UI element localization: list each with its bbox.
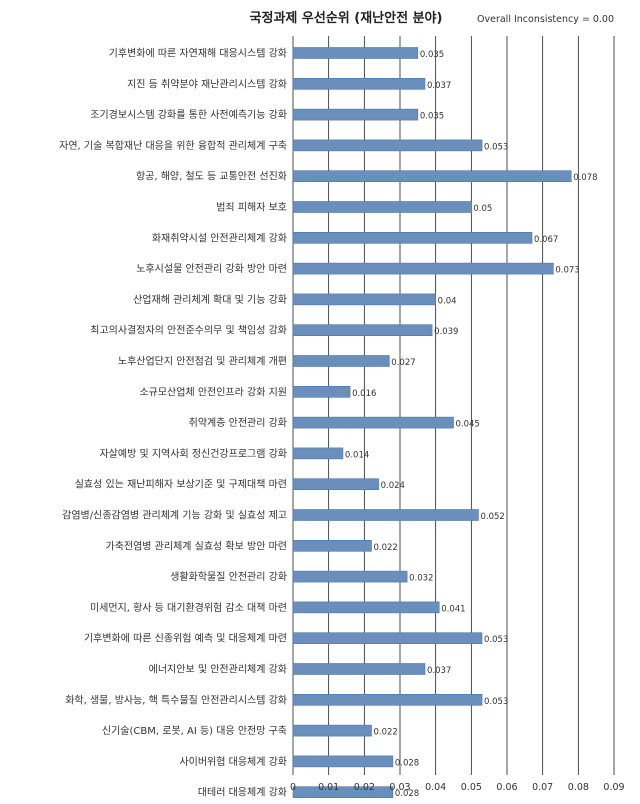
bar [292,416,454,429]
bar [292,478,379,491]
bar-value-label: 0.073 [555,266,579,276]
category-label: 가축전염병 관리체계 실효성 확보 방안 마련 [106,540,288,552]
category-label: 사이버위협 대응체계 강화 [179,755,287,768]
category-label: 기후변화에 따른 자연재해 대응시스템 강화 [109,47,287,60]
bar [292,170,572,182]
bar [292,786,394,799]
x-tick-label: 0.07 [532,782,553,793]
category-label: 생활화학물질 안전관리 강화 [170,570,287,583]
category-label: 대테러 대응체계 강화 [198,787,287,799]
category-label: 취약계층 안전관리 강화 [189,417,287,429]
category-label: 노후시설물 안전관리 강화 방안 마련 [136,263,287,275]
grid-lines [292,36,615,775]
category-label: 실효성 있는 재난피해자 보상기준 및 구제대책 마련 [75,478,287,491]
bar [292,78,426,90]
bar-value-label: 0.053 [484,697,508,707]
bar-value-label: 0.078 [573,173,597,183]
bar-value-label: 0.014 [345,450,369,460]
bar [292,601,440,614]
bar [292,232,533,244]
bar-value-label: 0.041 [441,604,465,614]
category-label: 산업재해 관리체계 확대 및 기능 강화 [133,293,287,306]
bar [292,663,426,675]
bar [292,693,483,706]
category-label: 에너지안보 및 안전관리체계 강화 [149,664,287,676]
bar-value-label: 0.05 [473,204,492,214]
bar-value-label: 0.04 [438,296,457,306]
x-tick-label: 0.09 [603,782,624,793]
bar-value-label: 0.022 [373,728,397,738]
bar-value-label: 0.028 [395,789,419,799]
bar [292,385,351,398]
category-label: 지진 등 취약분야 재난관리시스템 강화 [127,78,287,90]
bar-value-label: 0.053 [484,635,508,645]
category-label: 감염병/신종감염병 관리체계 기능 강화 및 실효성 제고 [62,510,287,522]
category-label: 자연, 기술 복합재난 대응을 위한 융합적 관리체계 구축 [59,139,287,152]
bar [292,570,408,583]
chart-title: 국정과제 우선순위 (재난안전 분야) [250,10,443,26]
x-axis-ticks: 0 0.01 0.02 0.03 0.04 0.05 0.06 0.07 0.08 0.09 [290,782,625,793]
bars: 0.035 0.037 0.035 0.053 0.078 0.05 0.067 0.073 0… [292,47,598,799]
category-label: 범죄 피해자 보호 [216,201,287,214]
bar [292,108,419,121]
bar [292,632,483,645]
bar-value-label: 0.028 [395,758,419,768]
bar-value-label: 0.016 [352,389,376,399]
x-tick-label: 0.08 [568,782,589,793]
bar [292,139,483,152]
category-label: 신기술(CBM, 로봇, AI 등) 대응 안전망 구축 [102,725,287,737]
category-label: 미세먼지, 황사 등 대기환경위험 감소 대책 마련 [90,601,287,614]
bar-value-label: 0.039 [434,327,458,337]
bar [292,539,372,552]
category-label: 화재취약시설 안전관리체계 강화 [152,232,287,244]
category-label: 조기경보시스템 강화를 통한 사전예측기능 강화 [90,108,287,121]
bar [292,47,419,59]
bar-value-label: 0.053 [484,142,508,152]
x-tick-label: 0 [290,782,296,793]
bar-value-label: 0.022 [373,543,397,553]
bar [292,447,344,460]
category-label: 노후산업단지 안전점검 및 관리체계 개편 [118,355,287,368]
bar-value-label: 0.035 [420,50,444,60]
x-tick-label: 0.03 [389,782,410,793]
bar [292,324,433,337]
bar-value-label: 0.024 [381,481,405,491]
category-label: 소규모산업체 안전인프라 강화 지원 [139,385,287,398]
bar [292,755,394,768]
x-tick-label: 0.05 [461,782,482,793]
category-label: 자살예방 및 지역사회 정신건강프로그램 강화 [99,448,287,460]
category-label: 화학, 생물, 방사능, 핵 특수물질 안전관리시스템 강화 [65,694,287,706]
bar [292,509,479,521]
bar [292,293,436,306]
x-tick-label: 0.04 [425,782,446,793]
bar-value-label: 0.027 [391,358,415,368]
category-label: 항공, 해양, 철도 등 교통안전 선진화 [136,170,287,183]
bar [292,355,390,367]
bar [292,201,472,213]
bar [292,262,554,275]
x-tick-label: 0.02 [354,782,375,793]
bar-value-label: 0.032 [409,574,433,584]
bar [292,724,372,737]
bar-value-label: 0.035 [420,112,444,122]
x-tick-label: 0.06 [496,782,517,793]
bar-value-label: 0.045 [456,420,480,430]
bar-value-label: 0.037 [427,81,451,91]
bar-value-label: 0.037 [427,666,451,676]
category-label: 최고의사결정자의 안전준수의무 및 책임성 강화 [90,324,287,337]
x-tick-label: 0.01 [318,782,339,793]
bar-value-label: 0.067 [534,235,558,245]
chart-subtitle: Overall Inconsistency = 0.00 [477,14,614,25]
bar-value-label: 0.052 [480,512,504,522]
category-label: 기후변화에 따른 신종위험 예측 및 대응체계 마련 [84,632,287,645]
